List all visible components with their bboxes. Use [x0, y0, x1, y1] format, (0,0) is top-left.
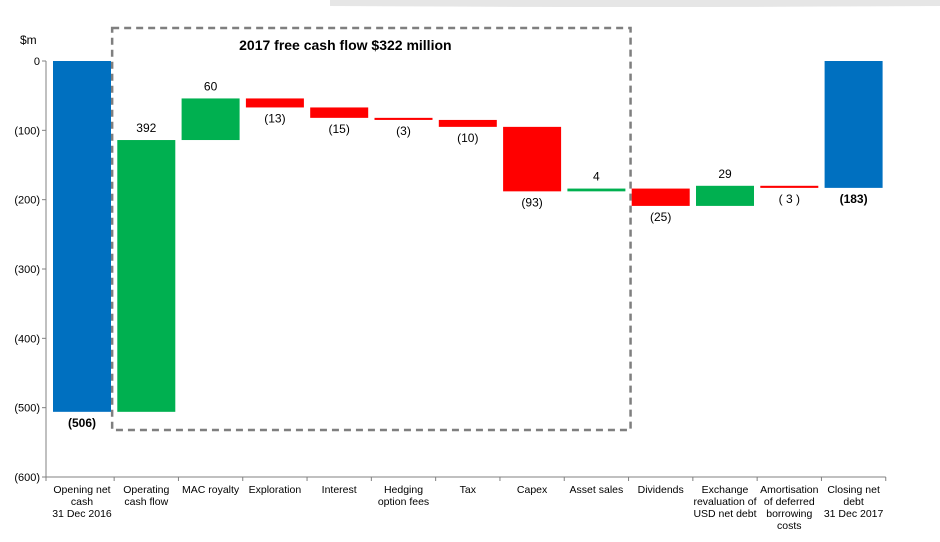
bar-11	[760, 185, 819, 188]
category-label: Interest	[322, 484, 357, 496]
category-label: Capex	[517, 484, 548, 496]
category-label: Operating cash flow	[123, 484, 169, 508]
y-tick-label: 0	[34, 56, 40, 68]
bar-5	[374, 117, 433, 120]
bar-10	[696, 185, 754, 206]
y-tick-label: (600)	[14, 472, 40, 484]
bar-value-label: (183)	[840, 192, 868, 206]
y-axis: 0 (100) (200) (300) (400) (500) (600)	[14, 56, 47, 484]
bar-value-label: (15)	[329, 122, 350, 136]
free-cash-flow-annotation: 2017 free cash flow $322 million	[239, 37, 451, 53]
bar-2	[181, 98, 240, 141]
bar-value-label: (506)	[68, 416, 96, 430]
bar-12	[824, 61, 883, 188]
category-label: Closing net debt 31 Dec 2017	[824, 484, 884, 520]
bar-value-label: (25)	[650, 210, 671, 224]
category-labels: Opening net cash 31 Dec 2016 Operating cash …	[52, 484, 883, 532]
category-label: Asset sales	[570, 484, 624, 496]
category-label: Exploration	[249, 484, 302, 496]
bar-9	[631, 188, 690, 206]
bar-value-label: (3)	[396, 124, 411, 138]
bar-value-label: (10)	[457, 131, 478, 145]
bar-3	[245, 98, 304, 108]
y-tick-label: (400)	[14, 333, 40, 345]
category-label: Opening net cash 31 Dec 2016	[52, 484, 112, 520]
bars	[53, 61, 883, 412]
bar-value-label: ( 3 )	[779, 192, 800, 206]
bar-0	[53, 61, 111, 412]
category-label: MAC royalty	[182, 484, 240, 496]
category-label: Amortisation of deferred borrowing costs	[760, 484, 819, 532]
category-label: Tax	[460, 484, 477, 496]
free-cash-flow-box	[110, 26, 632, 432]
bar-value-labels: (506) 392 60 (13) (15) (3) (10) (93) 4 (25) 29 ( 3 …	[68, 79, 868, 429]
bar-value-label: 29	[718, 167, 732, 181]
bar-4	[310, 107, 369, 118]
bar-6	[438, 119, 497, 127]
y-tick-label: (500)	[14, 403, 40, 415]
top-decorative-band	[330, 0, 940, 7]
category-label: Hedging option fees	[378, 484, 429, 508]
y-tick-label: (200)	[14, 195, 40, 207]
y-tick-label: (100)	[14, 125, 40, 137]
y-tick-label: (300)	[14, 264, 40, 276]
bar-value-label: (93)	[521, 195, 542, 209]
bar-value-label: (13)	[264, 111, 285, 125]
y-unit-label: $m	[20, 33, 37, 47]
bar-value-label: 392	[136, 121, 156, 135]
bar-7	[503, 126, 562, 192]
category-label: Dividends	[638, 484, 684, 496]
x-axis	[45, 476, 887, 481]
bar-8	[567, 188, 626, 192]
bar-value-label: 4	[593, 170, 600, 184]
bar-value-label: 60	[204, 79, 218, 93]
category-label: Exchange revaluation of USD net debt	[693, 484, 756, 520]
bar-1	[117, 140, 176, 412]
